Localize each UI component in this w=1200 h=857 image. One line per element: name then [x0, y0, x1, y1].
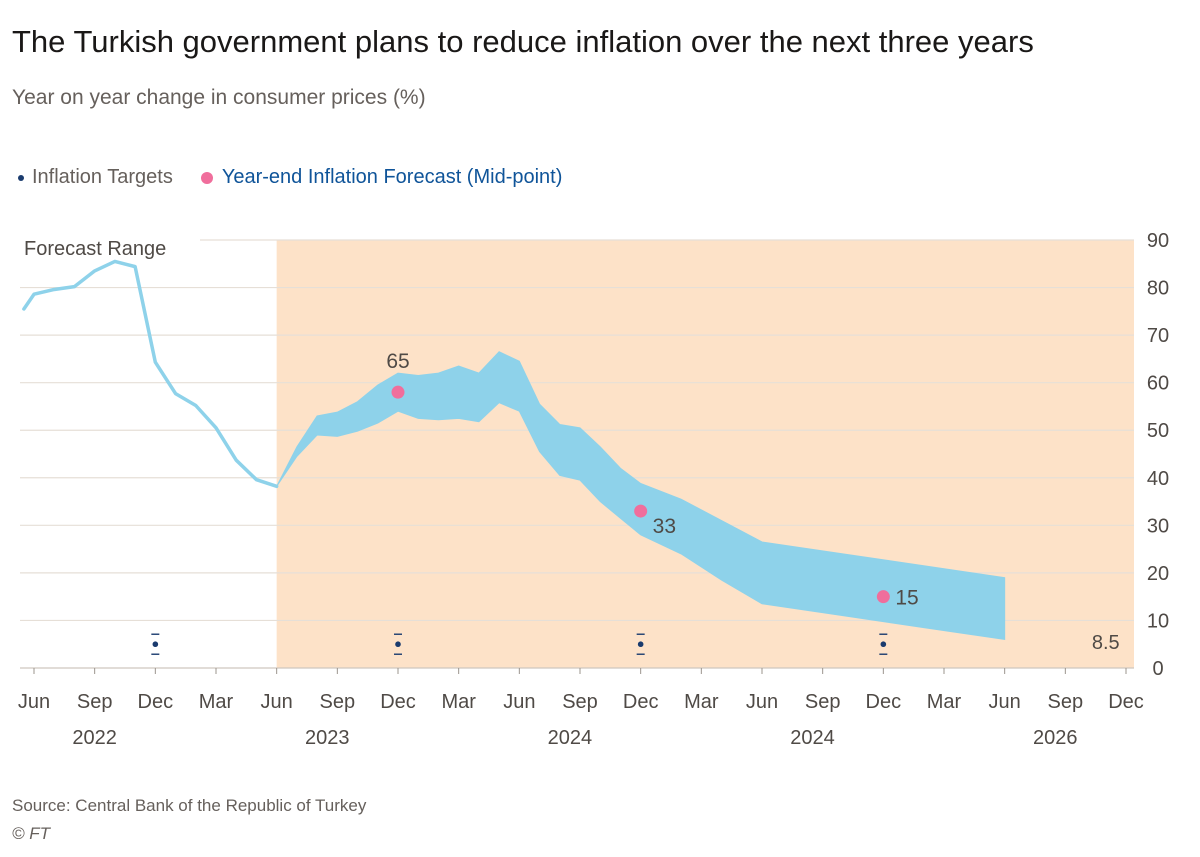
- chart-title: The Turkish government plans to reduce i…: [12, 24, 1034, 59]
- x-tick-label: Dec: [866, 691, 902, 713]
- x-tick-label: Jun: [18, 691, 50, 713]
- target-point: [152, 641, 159, 648]
- y-tick-label: 60: [1147, 373, 1169, 395]
- target-point: [880, 641, 887, 648]
- legend: Inflation Targets Year-end Inflation For…: [18, 166, 590, 189]
- target-point: [637, 641, 644, 648]
- forecast-dot-icon: [200, 171, 213, 184]
- forecast-band: [276, 351, 1006, 641]
- forecast-range-label-background: [20, 234, 200, 264]
- x-tick-label: Sep: [562, 691, 598, 713]
- y-tick-label: 80: [1147, 278, 1169, 300]
- x-tick-label: Dec: [623, 691, 659, 713]
- x-tick-label: Sep: [1048, 691, 1084, 713]
- copyright-note: © FT: [12, 824, 51, 843]
- y-tick-label: 20: [1147, 563, 1169, 585]
- forecast-point: [876, 590, 890, 604]
- x-tick-label: Jun: [261, 691, 293, 713]
- x-tick-label: Dec: [380, 691, 416, 713]
- y-tick-label: 10: [1147, 610, 1169, 632]
- y-tick-label: 70: [1147, 325, 1169, 347]
- actual-inflation-line: [22, 259, 279, 489]
- legend-item-forecast: Year-end Inflation Forecast (Mid-point): [200, 166, 563, 189]
- x-tick-label: Jun: [503, 691, 535, 713]
- x-tick-label: Sep: [77, 691, 113, 713]
- x-tick-label: Jun: [746, 691, 778, 713]
- y-tick-label: 40: [1147, 468, 1169, 490]
- x-tick-label: Mar: [684, 691, 719, 713]
- forecast-range-label: Forecast Range: [24, 238, 166, 260]
- x-year-label: 2024: [548, 727, 593, 749]
- x-year-label: 2024: [790, 727, 835, 749]
- x-year-label: 2023: [305, 727, 350, 749]
- forecast-range-background: [276, 240, 1135, 668]
- chart-subtitle: Year on year change in consumer prices (…: [12, 86, 426, 109]
- target-dot-icon: [18, 174, 24, 181]
- x-tick-label: Mar: [441, 691, 476, 713]
- forecast-point-label: 65: [386, 350, 409, 373]
- source-note: Source: Central Bank of the Republic of …: [12, 796, 367, 815]
- y-tick-label: 90: [1147, 230, 1169, 252]
- forecast-point-label: 33: [653, 515, 676, 538]
- x-year-label: 2026: [1033, 727, 1078, 749]
- chart-canvas: Forecast Range 0 10 20 30 40 50 60 70 80 90 Jun Sep D…: [18, 230, 1169, 749]
- forecast-point: [634, 504, 648, 518]
- y-tick-label: 0: [1152, 658, 1163, 680]
- x-tick-label: Mar: [199, 691, 234, 713]
- legend-label-targets: Inflation Targets: [32, 166, 173, 188]
- x-tick-label: Mar: [927, 691, 962, 713]
- y-tick-label: 30: [1147, 515, 1169, 537]
- x-tick-label: Sep: [805, 691, 841, 713]
- legend-item-targets: Inflation Targets: [18, 166, 173, 189]
- forecast-point: [391, 385, 405, 399]
- x-year-label: 2022: [72, 727, 117, 749]
- forecast-point-label: 15: [895, 587, 918, 610]
- end-value-label: 8.5: [1092, 632, 1120, 654]
- x-tick-label: Sep: [320, 691, 356, 713]
- x-tick-label: Dec: [1108, 691, 1144, 713]
- legend-label-forecast: Year-end Inflation Forecast (Mid-point): [221, 166, 563, 188]
- y-tick-label: 50: [1147, 420, 1169, 442]
- target-point: [395, 641, 401, 648]
- x-tick-label: Jun: [989, 691, 1021, 713]
- x-tick-label: Dec: [138, 691, 174, 713]
